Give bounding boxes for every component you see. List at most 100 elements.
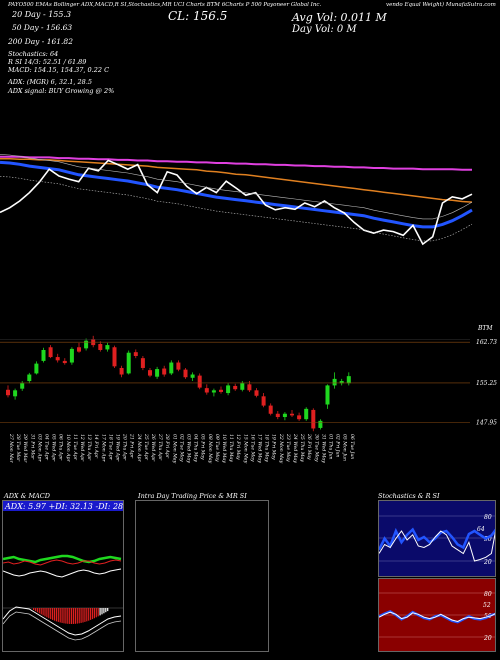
macd-label: MACD: 154.15, 154.37, 0.22 C [8, 66, 110, 74]
date-label: 02 Fri Jun [335, 434, 341, 457]
date-label: 11 Tue Apr [72, 434, 78, 461]
candle-up [190, 374, 195, 378]
date-label: 27 Mon Mar [8, 433, 14, 464]
date-label: 25 Tue Apr [143, 433, 149, 461]
candle-up [318, 420, 323, 428]
intraday-panel [135, 500, 269, 652]
rsi-tick-20: 20 [483, 635, 492, 642]
ma-line-0 [0, 160, 473, 229]
date-label: 28 Tue Mar [15, 433, 21, 462]
header-top-line: PAYO500 EMAs Bollinger ADX,MACD,R SI,Sto… [8, 2, 322, 8]
candle-down [290, 413, 294, 416]
macd-bar [91, 608, 94, 620]
date-label: 26 Wed Apr [150, 433, 156, 462]
stochastics-label: Stochastics: 64 [8, 50, 59, 58]
date-label: 21 Fri Apr [129, 433, 135, 459]
candle-up [169, 362, 174, 374]
date-label: 25 Thu May [299, 433, 305, 462]
candle-up [13, 390, 18, 397]
date-label: 12 Wed Apr [79, 434, 85, 462]
date-label: 24 Mon Apr [136, 433, 142, 462]
macd-bar [84, 608, 86, 622]
date-label: 10 Wed May [221, 434, 227, 463]
candle-down [275, 413, 280, 418]
adx-macd-svg: ADX: 5.97 +DI: 32.13 -DI: 28.51 [3, 501, 123, 641]
rsi-label: R SI 14/3: 52.51 / 61.89 [8, 58, 87, 66]
candle-down [140, 358, 145, 368]
candle-down [48, 347, 53, 358]
candle-down [119, 367, 124, 375]
candle-up [69, 348, 74, 363]
price-label: 147.95 [476, 420, 497, 427]
adx-panel: ADX: 5.97 +DI: 32.13 -DI: 28.51 [2, 500, 124, 652]
candle-down [148, 370, 152, 376]
date-label: 05 Fri May [200, 434, 206, 460]
date-label: 01 Thu Jun [328, 434, 334, 460]
macd-bar [61, 608, 63, 623]
candle-down [55, 357, 60, 361]
stoch-panel-title: Stochastics & R SI [378, 492, 440, 500]
candle-down [254, 390, 259, 396]
ema20-label: 20 Day - 155.3 [12, 10, 72, 19]
date-label: 08 Mon May [207, 434, 213, 464]
date-label: 12 Fri May [235, 434, 241, 460]
date-label: 03 Wed May [186, 434, 192, 463]
candle-up [339, 381, 344, 384]
candle-up [20, 383, 25, 389]
macd-bar [59, 608, 61, 623]
date-label: 26 Fri May [306, 433, 312, 460]
date-label: 23 Tue May [285, 433, 291, 462]
candle-down [77, 347, 81, 352]
ma-line-2 [0, 155, 472, 171]
macd-bar [93, 608, 95, 619]
candle-down [247, 384, 252, 391]
axis-top-label: BTM [477, 325, 493, 332]
date-label: 05 Wed Apr [51, 434, 57, 462]
price-label: 162.73 [476, 339, 497, 346]
macd-bar [44, 608, 46, 617]
candle-up [346, 376, 351, 384]
macd-bar [65, 608, 67, 624]
avg-vol-label: Avg Vol: 0.011 M [292, 11, 387, 24]
candle-up [126, 352, 131, 374]
macd-bar [67, 608, 69, 624]
macd-bar [63, 608, 65, 624]
macd-bar [34, 608, 37, 612]
date-label: 15 Mon May [242, 434, 248, 464]
macd-bar [72, 608, 75, 624]
candle-up [226, 385, 231, 394]
rsi-value: 52 [483, 602, 491, 609]
macd-bar [71, 608, 73, 624]
lower-band [0, 176, 473, 242]
date-label: 06 Tue Jun [349, 434, 355, 459]
close-label: CL: 156.5 [168, 9, 228, 23]
date-label: 01 Mon May [171, 434, 177, 464]
macd-bar [99, 608, 101, 616]
candle-down [112, 347, 117, 367]
macd-bar [53, 608, 56, 621]
candle-down [197, 375, 202, 388]
date-label: 14 Fri Apr [93, 434, 99, 459]
date-label: 06 Thu Apr [58, 434, 64, 461]
date-label: 13 Thu Apr [86, 434, 92, 461]
price-chart: 162.73 155.25 147.95 BTM 27 Mon Mar 28 Tue M… [0, 154, 497, 464]
stoch-tick-50: 50 [484, 536, 492, 543]
macd-bar [42, 608, 44, 616]
macd-bar [86, 608, 88, 622]
macd-bar [76, 608, 78, 624]
macd-bar [103, 608, 105, 614]
candle-up [34, 363, 39, 374]
date-label: 29 Wed Mar [22, 433, 28, 463]
ema200-label: 200 Day - 161.82 [8, 37, 73, 46]
candle-up [41, 349, 46, 361]
date-label: 17 Wed May [257, 434, 263, 463]
date-label: 18 Tue Apr [107, 434, 113, 461]
macd-bar [90, 608, 92, 620]
candle-down [176, 362, 181, 370]
macd-bar [38, 608, 40, 614]
candle-up [332, 378, 337, 386]
macd-bar [40, 608, 42, 615]
macd-bar [36, 608, 38, 613]
ma-line-1 [0, 157, 473, 203]
macd-bar [88, 608, 90, 621]
